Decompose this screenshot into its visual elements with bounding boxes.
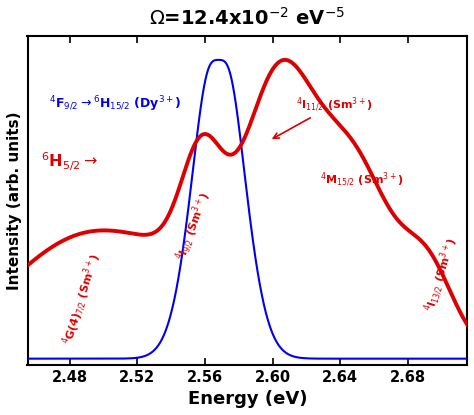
X-axis label: Energy (eV): Energy (eV) [188,390,307,408]
Y-axis label: Intensity (arb. units): Intensity (arb. units) [7,111,22,290]
Text: $^6$H$_{5/2}$$\rightarrow$: $^6$H$_{5/2}$$\rightarrow$ [41,150,98,173]
Text: $^4$M$_{15/2}$ (Sm$^{3+}$): $^4$M$_{15/2}$ (Sm$^{3+}$) [320,170,404,189]
Text: $^4$F$_{9/2}$$\rightarrow$$^6$H$_{15/2}$ (Dy$^{3+}$): $^4$F$_{9/2}$$\rightarrow$$^6$H$_{15/2}$… [49,95,182,114]
Text: $^4$I$_{13/2}$ (Sm$^{3+}$): $^4$I$_{13/2}$ (Sm$^{3+}$) [421,235,462,314]
Text: $^4$I$_{9/2}$ (Sm$^{3+}$): $^4$I$_{9/2}$ (Sm$^{3+}$) [172,189,214,263]
Text: $^4$I$_{11/2}$ (Sm$^{3+}$): $^4$I$_{11/2}$ (Sm$^{3+}$) [273,95,373,138]
Text: $^4$G(4)$_{7/2}$ (Sm$^{3+}$): $^4$G(4)$_{7/2}$ (Sm$^{3+}$) [59,251,104,347]
Title: $\mathit{\Omega}$=12.4x10$^{-2}$ eV$^{-5}$: $\mathit{\Omega}$=12.4x10$^{-2}$ eV$^{-5… [149,7,346,29]
